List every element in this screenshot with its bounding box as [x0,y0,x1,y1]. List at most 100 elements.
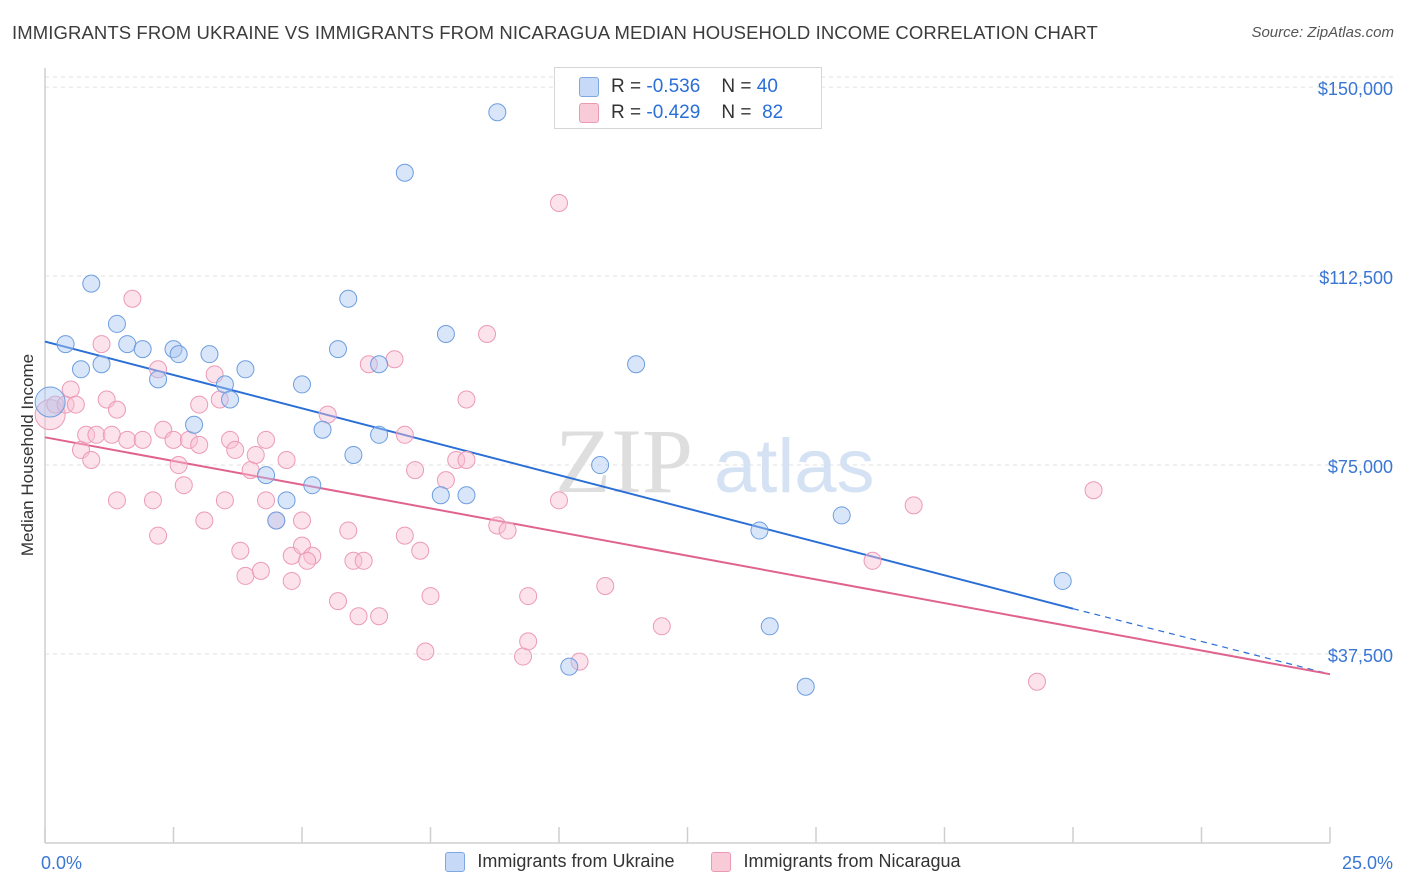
nicaragua-point [519,587,538,606]
nicaragua-point [863,551,882,570]
ukraine-point [796,677,815,696]
nicaragua-point [519,632,538,651]
axes [44,68,1331,844]
nicaragua-point [354,551,373,570]
nicaragua-point [447,451,466,469]
nicaragua-point [478,325,497,344]
ukraine-point [257,466,276,485]
ukraine-point [164,340,183,359]
nicaragua-point [92,335,111,354]
nicaragua-point [282,571,301,590]
nicaragua-point [133,430,152,449]
legend-label-ukraine: Immigrants from Ukraine [477,851,675,871]
nicaragua-point [149,526,168,545]
stats-row-ukraine: R = -0.536 N = 40 [579,75,778,99]
nicaragua-point [123,289,142,308]
ukraine-point [457,486,476,505]
nicaragua-point [87,425,106,444]
trend-lines [44,340,1331,676]
ukraine-point [488,103,507,122]
y-tick-label: $37,500 [1328,646,1393,666]
ukraine-point [169,345,188,364]
nicaragua-point [436,471,455,490]
nicaragua-point [236,566,255,585]
nicaragua-point [226,440,245,459]
ukraine-point [215,375,234,394]
ukraine-point [92,355,111,374]
nicaragua-point [82,451,101,469]
nicaragua-trend-line [44,436,1331,676]
ukraine-point [560,657,579,676]
nicaragua-point [251,561,270,580]
nicaragua-point [257,430,276,449]
nicaragua-point [385,350,404,369]
nicaragua-point [303,546,322,565]
nicaragua-point [421,587,440,606]
nicaragua-point [221,430,240,449]
nicaragua-r-value: -0.429 [646,102,701,123]
nicaragua-point [457,390,476,409]
nicaragua-point [61,380,80,399]
ukraine-point [370,425,389,444]
tick-labels: $37,500 $75,000 $112,500 $150,000 0.0% 25.0% [41,79,1393,873]
nicaragua-point [570,652,589,671]
ukraine-point [267,511,286,530]
ukraine-point [236,360,255,379]
legend-label-nicaragua: Immigrants from Nicaragua [743,851,961,871]
ukraine-swatch [579,77,599,97]
nicaragua-point [904,496,923,515]
nicaragua-point [149,360,168,379]
legend-item-nicaragua[interactable]: Immigrants from Nicaragua [711,851,961,872]
ukraine-point [303,476,322,495]
watermark: ZIP atlas [555,410,875,512]
source-credit: Source: ZipAtlas.com [1251,24,1394,41]
nicaragua-point [46,395,65,414]
stats-legend: R = -0.536 N = 40 R = -0.429 N = 82 [554,67,822,129]
nicaragua-point [318,405,337,424]
nicaragua-point [118,430,137,449]
nicaragua-point [416,642,435,661]
ukraine-point [133,340,152,359]
bottom-legend: Immigrants from Ukraine Immigrants from … [0,851,1406,877]
stats-row-nicaragua: R = -0.429 N = 82 [579,101,783,125]
nicaragua-point [143,491,162,510]
ukraine-point [313,420,332,439]
x-tick-label-min: 0.0% [41,853,82,873]
nicaragua-point [102,425,121,444]
nicaragua-point [411,541,430,560]
ukraine-point [1053,571,1072,590]
nicaragua-point [190,395,209,414]
ukraine-trend-extension [1072,608,1331,675]
nicaragua-point [550,491,568,510]
ukraine-point [56,335,75,354]
nicaragua-point [596,576,615,595]
ukraine-point [370,355,389,374]
nicaragua-point [1084,481,1103,500]
nicaragua-point [1028,672,1047,691]
nicaragua-point [77,425,96,444]
ukraine-point [328,340,347,359]
ukraine-r-label: R = [611,76,642,97]
nicaragua-point [174,476,193,495]
ukraine-point [591,456,610,475]
ukraine-n-value: 40 [756,76,778,97]
ukraine-point [627,355,646,374]
nicaragua-point [293,511,311,530]
ukraine-point [436,325,455,344]
ukraine-point [71,360,90,379]
nicaragua-point [164,430,183,449]
nicaragua-point [550,193,568,212]
ukraine-point [149,370,168,389]
watermark-atlas: atlas [714,424,875,509]
ukraine-point [395,163,414,182]
ukraine-point [431,486,450,505]
y-tick-label: $150,000 [1318,79,1393,99]
nicaragua-point [107,400,126,419]
y-axis-label: Median Household Income [18,353,37,557]
nicaragua-point [498,521,517,540]
ukraine-point [107,314,126,333]
nicaragua-point [514,647,533,666]
legend-item-ukraine[interactable]: Immigrants from Ukraine [445,851,674,872]
y-tick-label: $75,000 [1328,457,1393,477]
data-points [34,103,1103,696]
